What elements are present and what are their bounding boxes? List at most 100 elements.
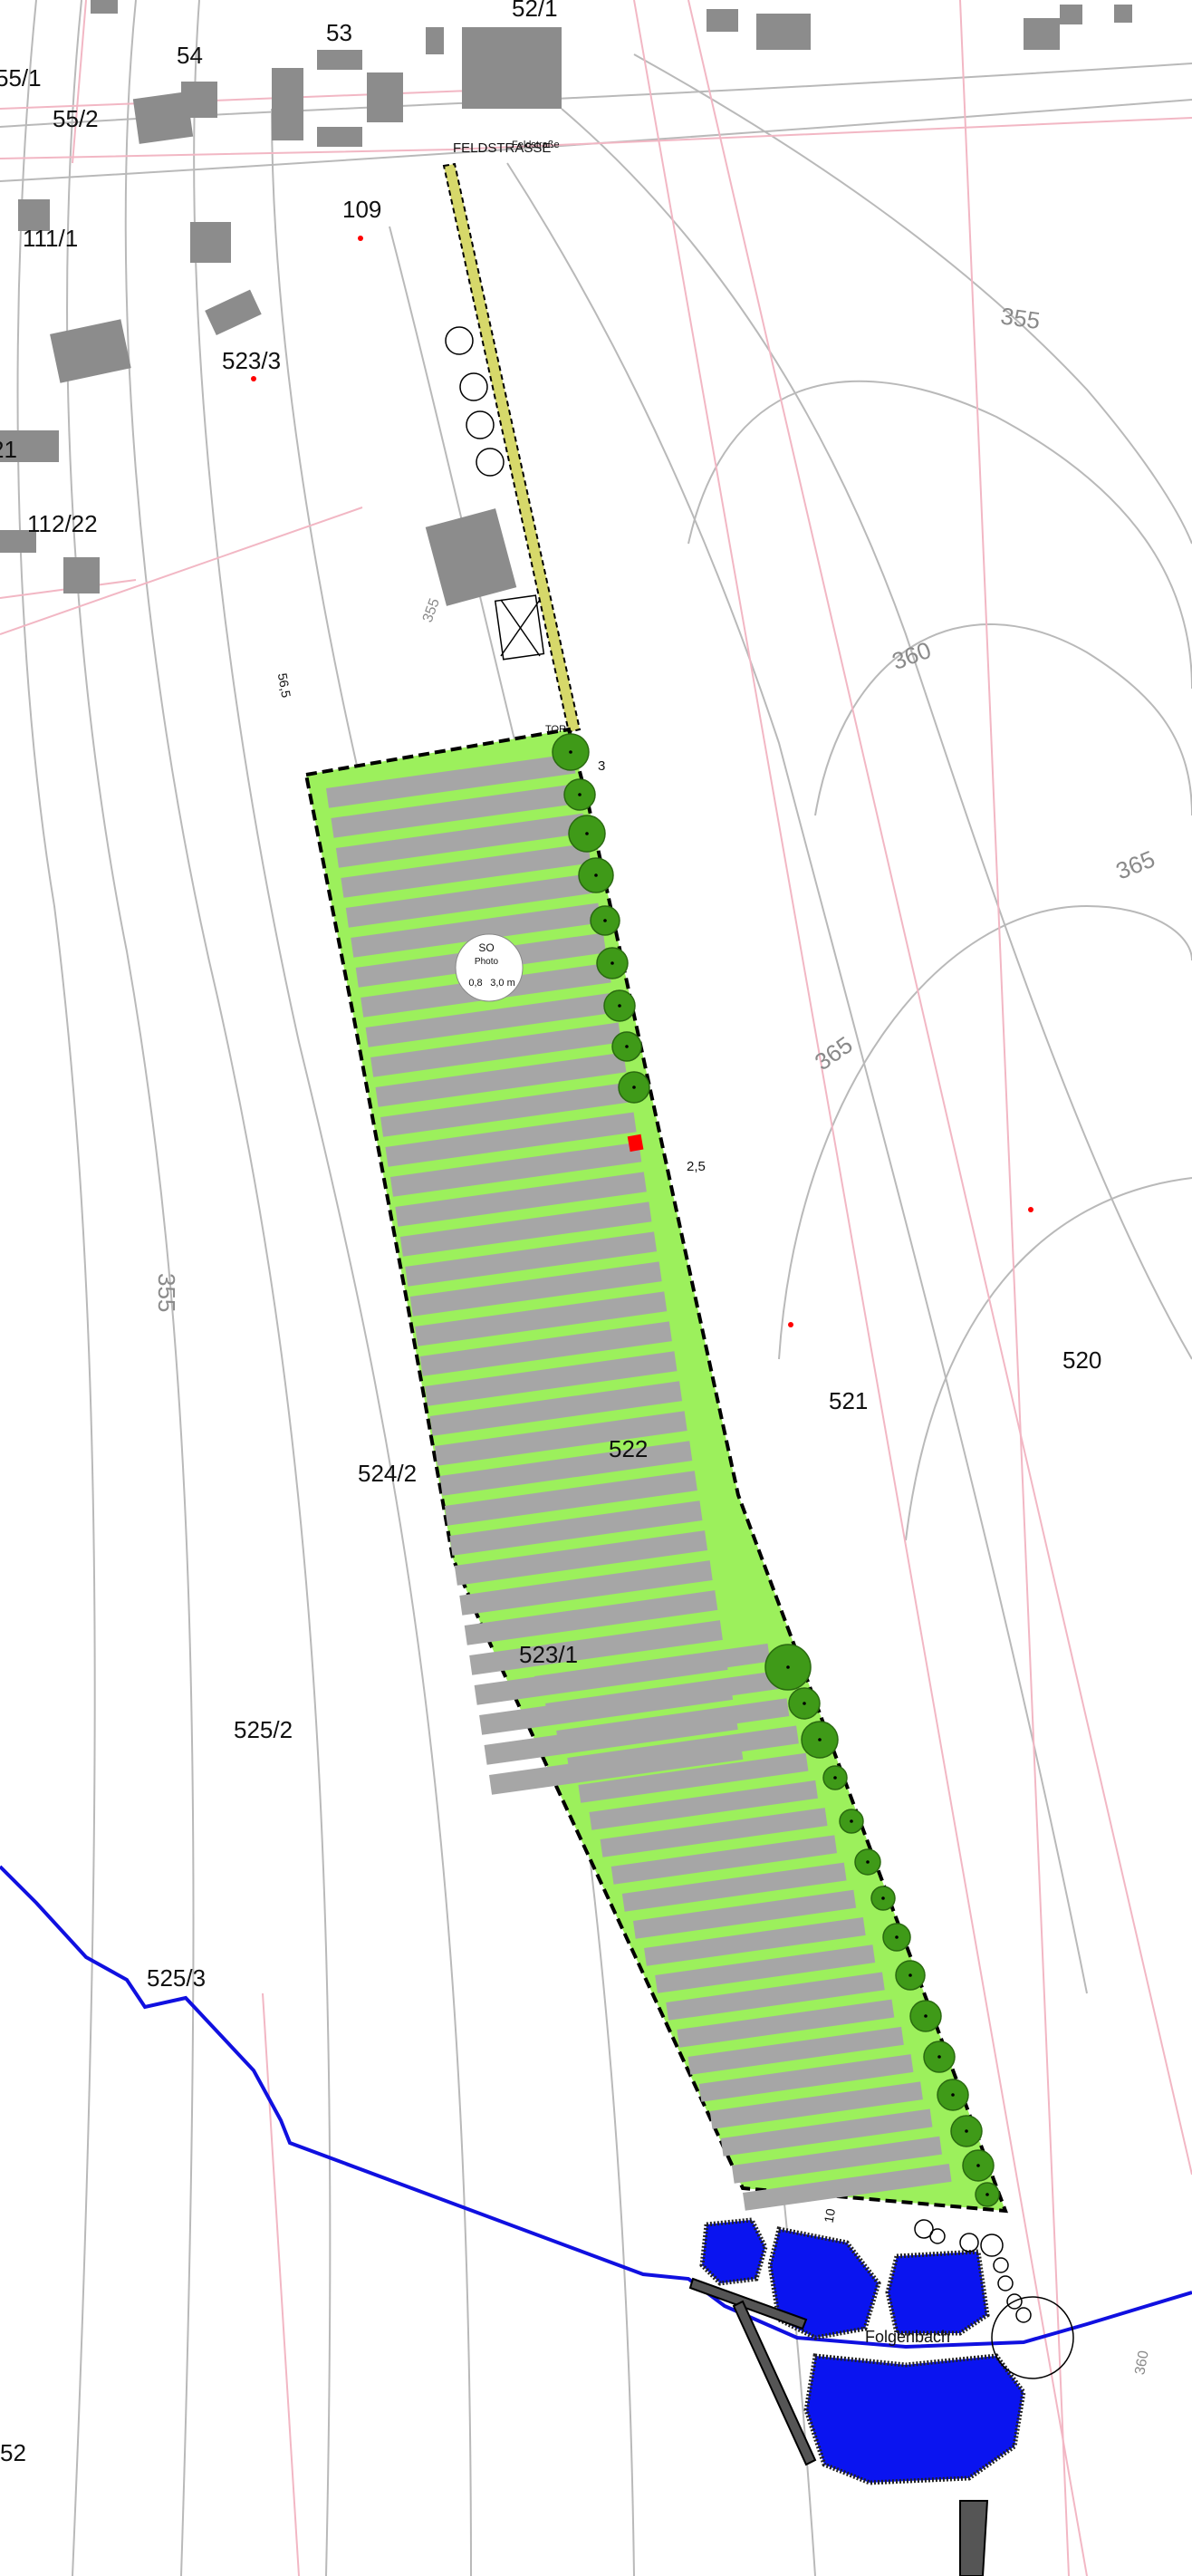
pv-module-row bbox=[632, 1889, 857, 1939]
pv-module-row bbox=[731, 2136, 943, 2184]
parcel-label: 523/1 bbox=[519, 1641, 578, 1668]
pv-module-row bbox=[469, 1620, 723, 1675]
dimension-label: TOR bbox=[545, 724, 566, 735]
pv-module-row bbox=[698, 2054, 914, 2102]
pv-module-row bbox=[351, 902, 601, 958]
tree-center bbox=[618, 1004, 621, 1008]
pv-module-row bbox=[567, 1725, 799, 1776]
tree-center bbox=[924, 2014, 928, 2018]
pv-module-row bbox=[419, 1321, 672, 1376]
pv-module-row bbox=[335, 813, 586, 868]
pv-module-row bbox=[415, 1291, 668, 1346]
pv-module-rows bbox=[326, 753, 952, 2211]
pv-module-row bbox=[444, 1471, 697, 1526]
dimension-label: 10 bbox=[822, 2207, 838, 2224]
tree-center bbox=[965, 2129, 968, 2133]
tree-center bbox=[951, 2093, 955, 2097]
pv-module-row bbox=[439, 1441, 693, 1496]
pv-module-row bbox=[621, 1862, 847, 1912]
zone-designation: SO Photo 0,8 3,0 m bbox=[455, 933, 524, 1002]
pv-module-row bbox=[742, 2163, 952, 2211]
contour-label: 355 bbox=[153, 1273, 180, 1312]
pv-module-row bbox=[677, 1999, 895, 2048]
pv-module-row bbox=[644, 1917, 866, 1966]
contour-label: 355 bbox=[999, 302, 1042, 334]
existing-trees bbox=[445, 326, 505, 477]
dimension-label: 2,5 bbox=[687, 1159, 706, 1174]
pv-module-row bbox=[464, 1590, 718, 1645]
parcel-numbers: 54 53 52/1 55/1 55/2 109 111/1 523/3 21 … bbox=[0, 0, 1101, 2466]
pv-module-row bbox=[449, 1500, 703, 1556]
tree-center bbox=[818, 1738, 822, 1741]
tree-center bbox=[850, 1819, 853, 1823]
pv-module-row bbox=[429, 1381, 683, 1436]
existing-trees-bottom bbox=[914, 2219, 1032, 2323]
tree-center bbox=[603, 919, 607, 922]
pv-module-row bbox=[399, 1201, 652, 1257]
parcel-label: 55/2 bbox=[53, 105, 99, 132]
pv-module-row bbox=[395, 1172, 647, 1227]
parcel-label: 525/2 bbox=[234, 1716, 293, 1743]
parcel-label: 524/2 bbox=[358, 1460, 417, 1487]
street-label-alt: Feldstraße bbox=[512, 140, 560, 150]
tree-center bbox=[569, 750, 572, 754]
zone-type: SO bbox=[478, 941, 494, 954]
tree-center bbox=[632, 1085, 636, 1089]
pv-module-row bbox=[370, 1022, 621, 1077]
parcel-label: 520 bbox=[1062, 1346, 1101, 1374]
pv-module-row bbox=[610, 1835, 838, 1885]
pv-module-row bbox=[341, 843, 591, 898]
crossed-structure bbox=[494, 594, 545, 661]
tree-center bbox=[833, 1776, 837, 1780]
parcel-label: 53 bbox=[326, 19, 352, 46]
street-label: FELDSTRASSE bbox=[453, 140, 551, 156]
parcel-label: 52 bbox=[0, 2439, 26, 2466]
tree-center bbox=[625, 1045, 629, 1048]
parcel-label: 112/22 bbox=[27, 510, 98, 537]
pv-module-row bbox=[556, 1698, 790, 1749]
parcel-label: 54 bbox=[177, 42, 203, 69]
pv-module-row bbox=[589, 1780, 818, 1830]
dimension-label: 3 bbox=[598, 758, 605, 774]
pv-module-row bbox=[345, 873, 596, 928]
contour-label: 365 bbox=[1112, 845, 1158, 885]
pv-module-row bbox=[687, 2026, 904, 2075]
pv-module-row bbox=[600, 1808, 828, 1857]
stream bbox=[0, 1865, 1192, 2349]
pv-module-row bbox=[425, 1351, 678, 1406]
pv-module-row bbox=[666, 1972, 885, 2021]
tree-center bbox=[866, 1860, 870, 1864]
zone-height: 3,0 m bbox=[490, 978, 515, 989]
tree-center bbox=[803, 1702, 806, 1705]
dimension-label: 56,5 bbox=[275, 672, 294, 699]
tree-center bbox=[908, 1973, 912, 1977]
contour-label: 355 bbox=[420, 596, 443, 624]
tree-center bbox=[937, 2055, 941, 2059]
tree-center bbox=[976, 2164, 980, 2167]
parcel-label: 21 bbox=[0, 436, 17, 463]
pv-module-row bbox=[435, 1411, 687, 1466]
buildings bbox=[0, 0, 1132, 606]
pv-module-row bbox=[405, 1231, 658, 1287]
pv-module-row bbox=[720, 2108, 933, 2156]
tree-center bbox=[786, 1665, 790, 1669]
pv-module-row bbox=[365, 992, 617, 1047]
pv-module-row bbox=[655, 1944, 876, 1993]
tree-center bbox=[895, 1935, 899, 1939]
tree-row bbox=[552, 733, 1000, 2207]
transformer-marker bbox=[627, 1134, 644, 1153]
pv-module-row bbox=[454, 1530, 708, 1586]
tree-center bbox=[594, 873, 598, 877]
access-road bbox=[442, 162, 582, 734]
red-dot bbox=[358, 236, 363, 241]
parcel-label: 111/1 bbox=[23, 225, 78, 252]
parcel-label: 522 bbox=[609, 1435, 648, 1462]
pv-module-row bbox=[375, 1052, 627, 1107]
dimension-labels: 3 2,5 10 56,5 TOR bbox=[275, 672, 838, 2224]
parcel-label: 52/1 bbox=[512, 0, 558, 22]
contour-label: 360 bbox=[889, 636, 935, 675]
retention-ponds bbox=[699, 2217, 1026, 2485]
tree-center bbox=[881, 1896, 885, 1900]
pv-module-row bbox=[385, 1112, 637, 1167]
contour-label: 360 bbox=[1132, 2349, 1151, 2376]
